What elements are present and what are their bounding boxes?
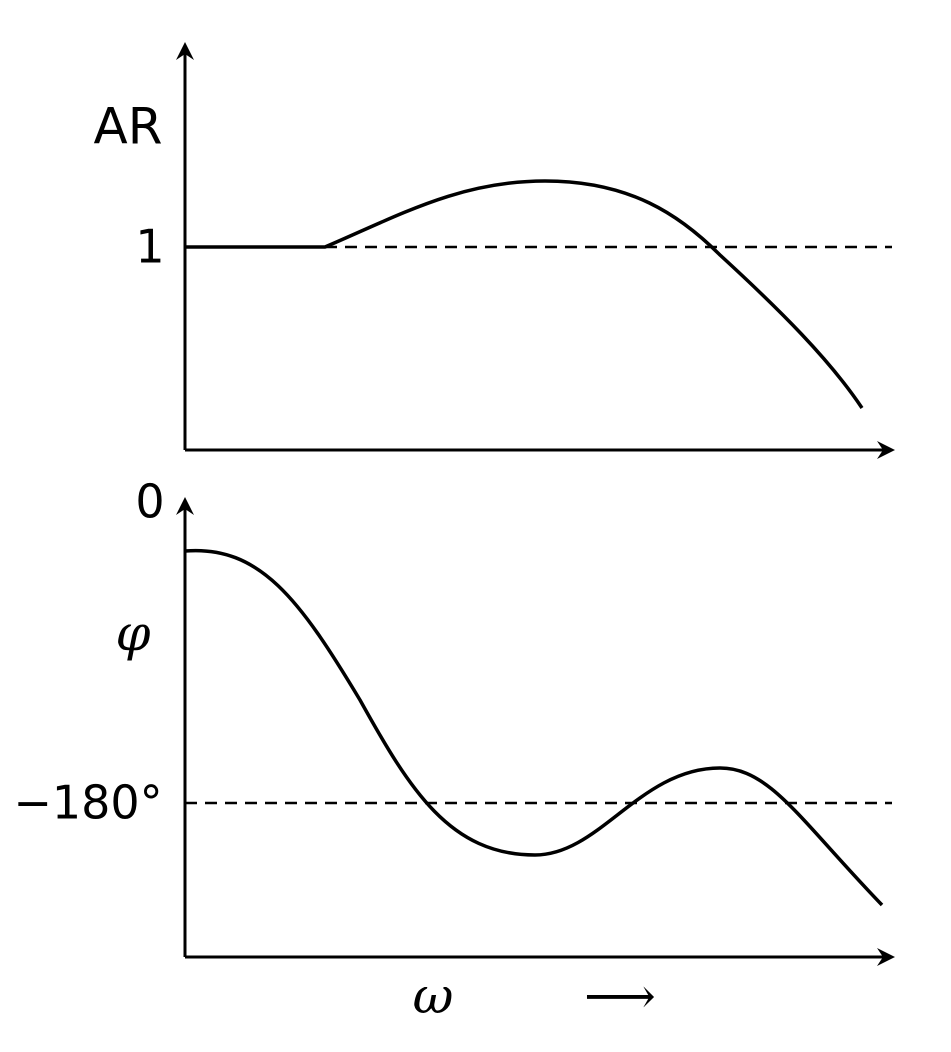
- x-label: ω: [413, 967, 454, 1025]
- top-label: 0: [135, 475, 164, 529]
- reference-label: −180°: [13, 776, 162, 830]
- ar-curve: [185, 179, 864, 409]
- phase-curve: [184, 548, 884, 907]
- reference-label: 1: [135, 220, 164, 274]
- y-label: φ: [115, 604, 150, 662]
- y-label: AR: [94, 98, 163, 156]
- direction-arrow: ⟶: [584, 967, 656, 1025]
